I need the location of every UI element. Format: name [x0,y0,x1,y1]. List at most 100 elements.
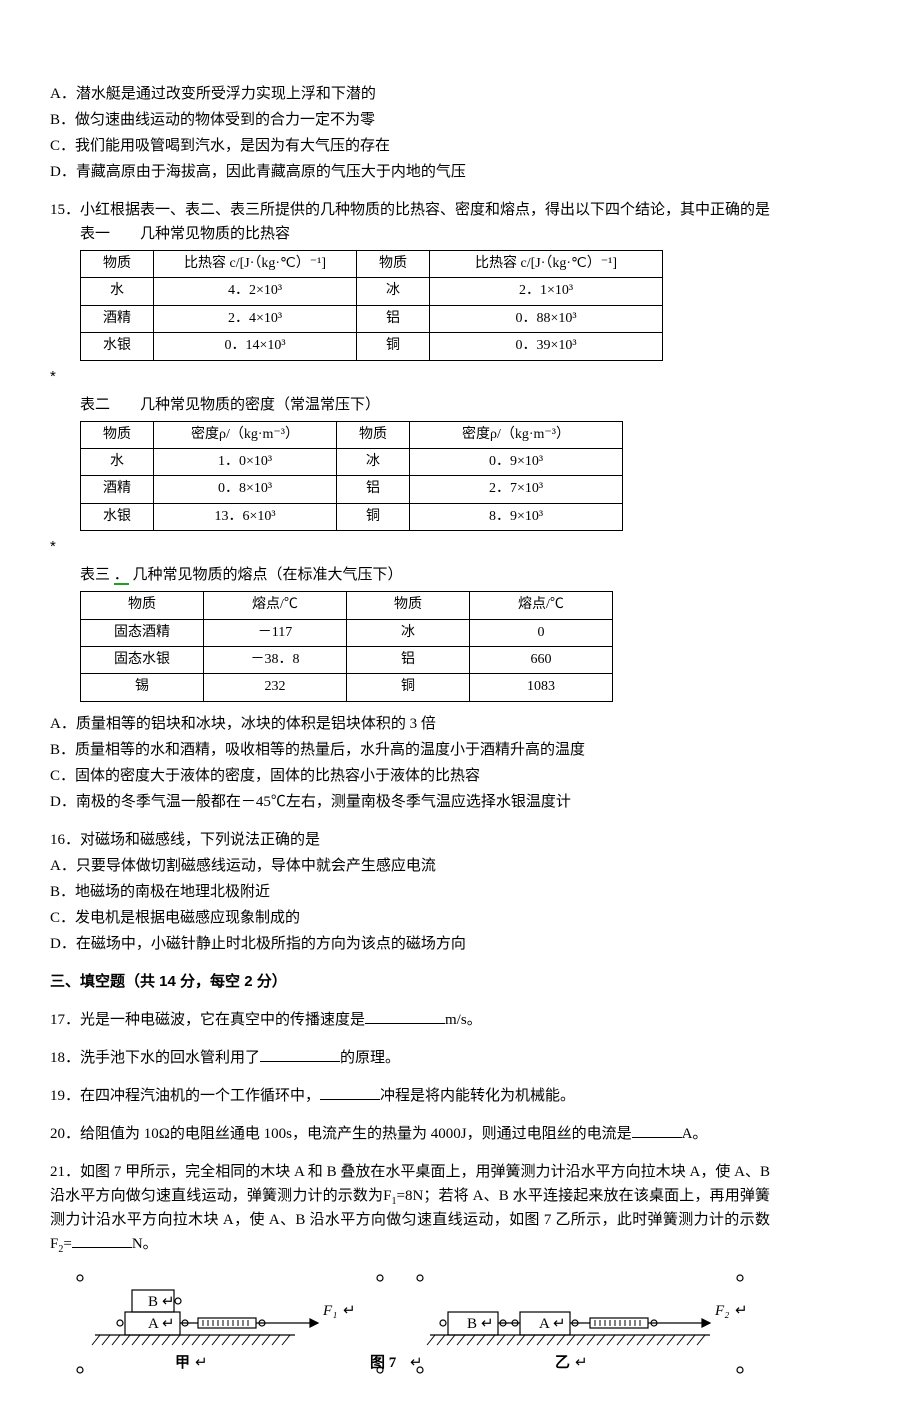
q20-post: A。 [682,1126,708,1142]
table-cell: 2．1×10³ [430,278,663,305]
fig7-label-a2: A [539,1316,550,1332]
q16-opt-d: D．在磁场中，小磁针静止时北极所指的方向为该点的磁场方向 [50,932,770,956]
table-cell: 1．0×10³ [154,448,337,475]
q15-opt-c: C．固体的密度大于液体的密度，固体的比热容小于液体的比热容 [50,764,770,788]
table-cell: 冰 [357,278,430,305]
table-cell: 铝 [337,476,410,503]
table-header: 比热容 c/[J·（kg·℃）⁻¹] [154,251,357,278]
q20: 20．给阻值为 10Ω的电阻丝通电 100s，电流产生的热量为 4000J，则通… [50,1122,770,1146]
table-cell: 0．88×10³ [430,305,663,332]
t3cap-post: 几种常见物质的熔点（在标准大气压下） [129,567,403,583]
table-cell: 232 [204,674,347,701]
t3cap-dot: ． [114,567,129,585]
table-cell: 铜 [357,333,430,360]
table-cell: 4．2×10³ [154,278,357,305]
q14-opt-a: A．潜水艇是通过改变所受浮力实现上浮和下潜的 [50,82,770,106]
q18-pre: 18．洗手池下水的回水管利用了 [50,1050,260,1066]
table2-caption: 表二 几种常见物质的密度（常温常压下） [80,393,770,417]
fig7-label-yi: 乙 [555,1355,570,1371]
table-cell: 水 [81,448,154,475]
table2-density: 物质密度ρ/（kg·m⁻³）物质密度ρ/（kg·m⁻³）水1．0×10³冰0．9… [80,421,623,532]
q19-pre: 19．在四冲程汽油机的一个工作循环中， [50,1088,320,1104]
fig7-ret-f2: ↵ [735,1303,748,1319]
q21: 21．如图 7 甲所示，完全相同的木块 A 和 B 叠放在水平桌面上，用弹簧测力… [50,1160,770,1256]
table-header: 密度ρ/（kg·m⁻³） [410,421,623,448]
table-header: 物质 [337,421,410,448]
table-cell: 水银 [81,333,154,360]
fig7-ret-tu7: ↵ [410,1355,423,1371]
q17-post: m/s。 [445,1012,482,1028]
q15-opt-b: B．质量相等的水和酒精，吸收相等的热量后，水升高的温度小于酒精升高的温度 [50,738,770,762]
table-cell: 8．9×10³ [410,503,623,530]
q19-blank [320,1084,380,1100]
figure-7: B ↵ A ↵ F₁ ↵ B ↵ A ↵ F₂ ↵ 甲 ↵ 图 7 ↵ 乙 ↵ [50,1270,770,1380]
table-cell: 13．6×10³ [154,503,337,530]
figure-7-svg: B ↵ A ↵ F₁ ↵ B ↵ A ↵ F₂ ↵ 甲 ↵ 图 7 ↵ 乙 ↵ [70,1270,750,1380]
table-cell: 水 [81,278,154,305]
table-cell: 铜 [337,503,410,530]
q18-blank [260,1046,340,1062]
table1-caption: 表一 几种常见物质的比热容 [80,222,770,246]
table-cell: 冰 [347,619,470,646]
q17-blank [365,1008,445,1024]
fig7-label-f2: F₂ [714,1303,729,1319]
q16-opt-a: A．只要导体做切割磁感线运动，导体中就会产生感应电流 [50,854,770,878]
table-cell: －38．8 [204,646,347,673]
table-cell: 固态酒精 [81,619,204,646]
table-cell: 2．4×10³ [154,305,357,332]
q15-stem: 15．小红根据表一、表二、表三所提供的几种物质的比热容、密度和熔点，得出以下四个… [50,198,770,222]
q17-pre: 17．光是一种电磁波，它在真空中的传播速度是 [50,1012,365,1028]
table-cell: 1083 [470,674,613,701]
table-header: 物质 [81,592,204,619]
table-cell: 酒精 [81,476,154,503]
table-header: 熔点/℃ [204,592,347,619]
table-cell: 0．8×10³ [154,476,337,503]
table-cell: 酒精 [81,305,154,332]
asterisk-1: * [50,365,770,389]
table-header: 物质 [347,592,470,619]
q19: 19．在四冲程汽油机的一个工作循环中， 冲程是将内能转化为机械能。 [50,1084,770,1108]
q15: 15．小红根据表一、表二、表三所提供的几种物质的比热容、密度和熔点，得出以下四个… [50,198,770,814]
table-cell: 锡 [81,674,204,701]
table-cell: 0．14×10³ [154,333,357,360]
q20-pre: 20．给阻值为 10Ω的电阻丝通电 100s，电流产生的热量为 4000J，则通… [50,1126,632,1142]
q21-t3: = [63,1236,71,1252]
fig7-label-b2: B [467,1316,477,1332]
table-cell: 铝 [357,305,430,332]
q16-opt-c: C．发电机是根据电磁感应现象制成的 [50,906,770,930]
q21-blank [72,1232,132,1248]
fig7-ret-b2: ↵ [481,1316,494,1332]
q17: 17．光是一种电磁波，它在真空中的传播速度是 m/s。 [50,1008,770,1032]
q16: 16．对磁场和磁感线，下列说法正确的是 A．只要导体做切割磁感线运动，导体中就会… [50,828,770,956]
table-cell: 铜 [347,674,470,701]
table-cell: 0．39×10³ [430,333,663,360]
q16-stem: 16．对磁场和磁感线，下列说法正确的是 [50,828,770,852]
fig7-label-tu7: 图 7 [370,1354,397,1371]
table3-melting-point: 物质熔点/℃物质熔点/℃固态酒精－117冰0固态水银－38．8铝660锡232铜… [80,591,613,702]
q14-options: A．潜水艇是通过改变所受浮力实现上浮和下潜的 B．做匀速曲线运动的物体受到的合力… [50,82,770,184]
table-header: 物质 [357,251,430,278]
q21-t4: N。 [132,1236,158,1252]
table-cell: 铝 [347,646,470,673]
table-cell: 冰 [337,448,410,475]
q14-opt-c: C．我们能用吸管喝到汽水，是因为有大气压的存在 [50,134,770,158]
q19-post: 冲程是将内能转化为机械能。 [380,1088,575,1104]
table-cell: 0．9×10³ [410,448,623,475]
table-cell: 水银 [81,503,154,530]
table-header: 物质 [81,421,154,448]
q14-opt-b: B．做匀速曲线运动的物体受到的合力一定不为零 [50,108,770,132]
table-cell: 0 [470,619,613,646]
q15-opt-d: D．南极的冬季气温一般都在－45℃左右，测量南极冬季气温应选择水银温度计 [50,790,770,814]
table-header: 密度ρ/（kg·m⁻³） [154,421,337,448]
table3-caption: 表三 ． 几种常见物质的熔点（在标准大气压下） [80,563,770,587]
q16-opt-b: B．地磁场的南极在地理北极附近 [50,880,770,904]
fig7-label-f1: F₁ [322,1303,337,1319]
table-header: 比热容 c/[J·（kg·℃）⁻¹] [430,251,663,278]
table-header: 物质 [81,251,154,278]
table-cell: 2．7×10³ [410,476,623,503]
fig7-ret-a1: ↵ [162,1316,175,1332]
q20-blank [632,1122,682,1138]
fig7-ret-f1: ↵ [343,1303,356,1319]
fig7-label-jia: 甲 [175,1354,190,1371]
table-cell: 固态水银 [81,646,204,673]
